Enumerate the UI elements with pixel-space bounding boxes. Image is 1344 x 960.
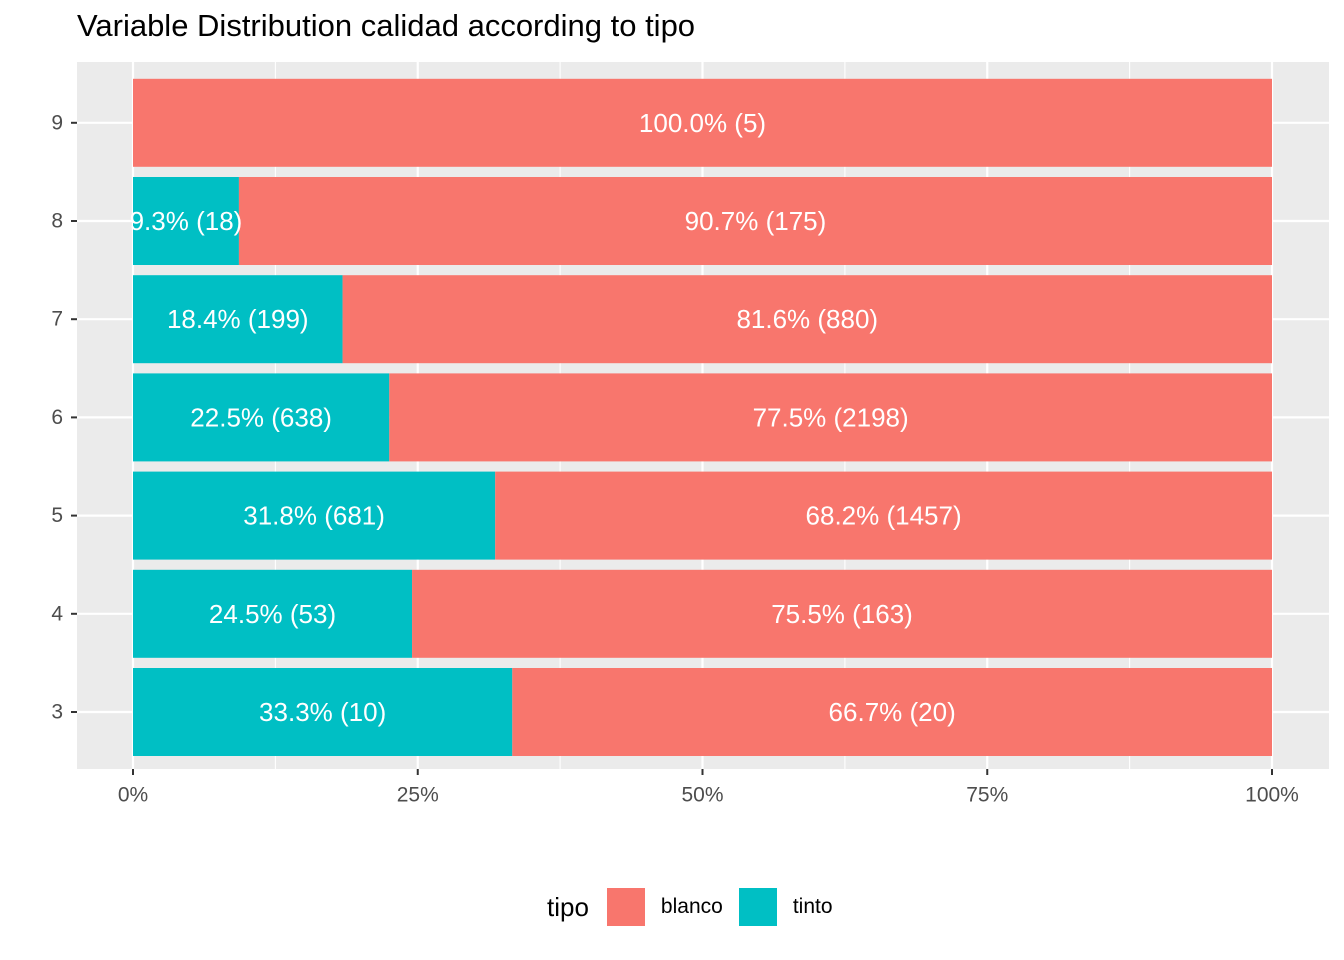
bar-tinto-8 [133, 177, 239, 265]
y-tick-label: 6 [51, 406, 63, 429]
legend-title: tipo [547, 891, 589, 922]
x-tick-label: 25% [397, 784, 439, 807]
y-tick-label: 3 [51, 701, 63, 724]
data-label-blanco-8: 90.7% (175) [685, 206, 827, 236]
bar-tinto-7 [133, 275, 343, 364]
legend: tipo blanco tinto [547, 884, 847, 930]
data-label-blanco-5: 68.2% (1457) [806, 501, 962, 531]
chart-title: Variable Distribution calidad according … [77, 8, 696, 43]
bar-blanco-7 [342, 275, 1272, 364]
x-tick-label: 0% [118, 784, 148, 807]
legend-key-blanco [604, 886, 647, 928]
x-tick-label: 50% [681, 784, 723, 807]
data-label-blanco-3: 66.7% (20) [829, 697, 956, 727]
bar-blanco-5 [495, 471, 1272, 560]
bar-tinto-6 [133, 373, 390, 462]
y-tick-label: 7 [51, 308, 63, 331]
y-tick-label: 5 [51, 504, 63, 527]
y-tick-label: 9 [51, 111, 63, 134]
data-label-tinto-4: 24.5% (53) [209, 599, 336, 629]
x-tick-label: 75% [966, 784, 1008, 807]
data-label-tinto-6: 22.5% (638) [190, 402, 332, 432]
data-label-tinto-7: 18.4% (199) [167, 304, 309, 334]
bar-labels: 33.3% (10) 66.7% (20) 24.5% (53) 75.5% (163… [130, 108, 962, 727]
data-label-tinto-3: 33.3% (10) [259, 697, 386, 727]
bar-blanco-8 [238, 177, 1272, 265]
bar-blanco-6 [389, 373, 1272, 462]
data-label-blanco-6: 77.5% (2198) [753, 402, 909, 432]
bar-tinto-3 [133, 668, 513, 756]
legend-label-tinto: tinto [792, 895, 833, 918]
bar-blanco-9 [133, 78, 1272, 167]
bar-tinto-4 [133, 569, 413, 658]
y-tick-label: 8 [51, 210, 63, 233]
x-tick-label: 100% [1245, 784, 1299, 807]
data-label-blanco-9: 100.0% (5) [639, 108, 766, 138]
data-label-blanco-4: 75.5% (163) [771, 599, 913, 629]
data-label-tinto-5: 31.8% (681) [243, 501, 385, 531]
y-tick-label: 4 [51, 602, 63, 625]
bars [133, 78, 1272, 756]
bar-tinto-5 [133, 471, 496, 560]
x-axis: 0% 25% 50% 75% 100% [118, 769, 1299, 807]
bar-blanco-4 [412, 569, 1272, 658]
data-label-blanco-7: 81.6% (880) [736, 304, 878, 334]
bar-blanco-3 [512, 668, 1272, 756]
legend-key-tinto [736, 886, 779, 928]
y-axis: 3 4 5 6 7 8 9 [51, 111, 77, 724]
legend-label-blanco: blanco [660, 895, 723, 918]
data-label-tinto-8: 9.3% (18) [130, 206, 243, 236]
